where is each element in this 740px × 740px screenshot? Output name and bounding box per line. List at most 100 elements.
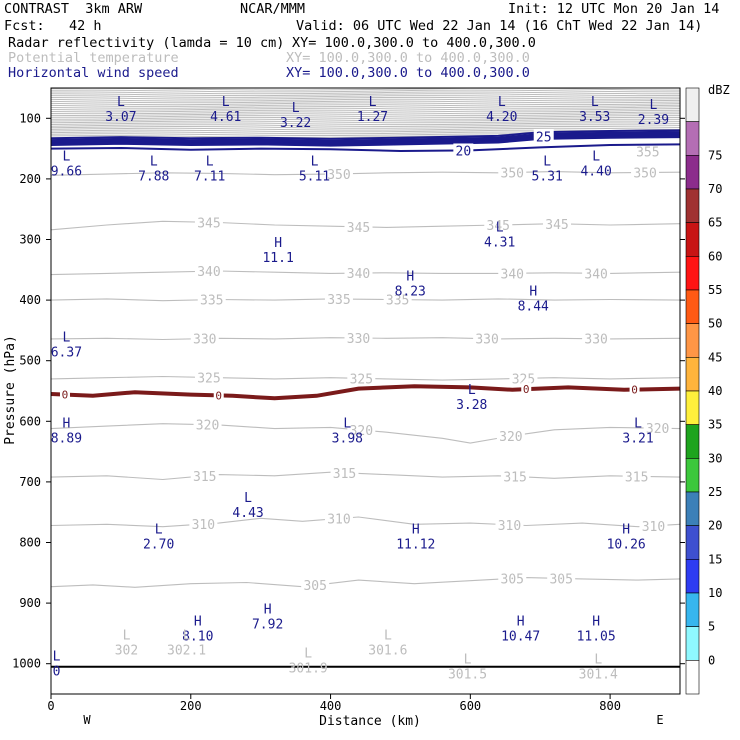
high-marker: H [274,236,282,251]
y-tick-label: 400 [19,293,41,307]
theta-contour-335 [51,298,680,302]
theta-contour-label: 320 [646,422,669,437]
theta-label-bg [473,331,502,345]
colorbar-level: 15 [708,552,722,566]
upper-theta-line [51,102,680,106]
theta-contour-320 [51,423,680,444]
colorbar-swatch [685,222,700,257]
extremum-value: 9.66 [51,165,82,180]
theta-label-bg [190,331,219,345]
colorbar-unit: dBZ [708,83,730,97]
theta-contour-label: 350 [501,167,524,182]
low-marker: L [343,416,351,431]
colorbar-swatch [685,626,700,661]
theta-contour-label: 330 [584,333,607,348]
low-marker: L [498,95,506,110]
low-marker: L [634,416,642,431]
wind-label-bg [453,143,474,157]
upper-theta-line [51,124,680,128]
theta-contour-label: 315 [625,470,648,485]
theta-contour-label: 330 [193,333,216,348]
high-marker: H [412,522,420,537]
x-tick-label: 0 [47,699,54,713]
colorbar-level: 35 [708,418,722,432]
theta-contour-label: 315 [193,470,216,485]
upper-theta-line [51,104,680,108]
colorbar-swatch [685,458,700,493]
low-marker: L [53,650,61,665]
colorbar-level: 45 [708,350,722,364]
colorbar-level: 70 [708,182,722,196]
colorbar-swatch [685,390,700,425]
high-marker: H [517,615,525,630]
colorbar-level: 50 [708,317,722,331]
zero-wind-label: 0 [215,389,222,402]
extremum-value: 3.98 [332,431,363,446]
theta-contour-label: 340 [347,267,370,282]
low-marker: L [496,221,504,236]
wind-jet-line [51,132,680,143]
low-marker: L [543,155,551,170]
colorbar-swatch [685,155,700,190]
theta-contour-label: 345 [347,221,370,236]
extremum-value: 302 [115,643,138,658]
low-marker: L [150,155,158,170]
extremum-value: 7.92 [252,617,283,632]
theta-label-bg [330,465,359,479]
theta-label-bg [189,517,218,531]
upper-theta-line [51,88,680,91]
colorbar-swatch [685,87,700,122]
valid-time: Valid: 06 UTC Wed 22 Jan 14 (16 ChT Wed … [296,18,703,34]
theta-label-bg [582,331,611,345]
field-wind: Horizontal wind speed [8,65,179,81]
theta-label-bg [344,219,373,233]
theta-label-bg [495,517,524,531]
low-marker: L [594,653,602,668]
theta-contour-label: 305 [549,572,572,587]
low-marker: L [369,95,377,110]
y-axis-label: Pressure (hPa) [3,335,18,445]
colorbar-level: 0 [708,653,715,667]
init-time: Init: 12 UTC Mon 20 Jan 14 [508,1,720,17]
y-tick-label: 100 [19,111,41,125]
wind-label-bg [533,129,554,143]
colorbar-swatch [685,525,700,560]
colorbar-level: 10 [708,586,722,600]
extremum-value: 302.1 [167,643,206,658]
theta-contour-label: 310 [498,519,521,534]
colorbar-level: 40 [708,384,722,398]
colorbar-level: 55 [708,283,722,297]
theta-label-bg [347,423,376,437]
theta-label-bg [383,292,412,306]
theta-label-bg [194,264,223,278]
theta-label-bg [194,370,223,384]
x-tick-label: 800 [599,699,621,713]
theta-contour-label: 340 [501,267,524,282]
x-end-east: E [656,713,663,727]
extremum-value: 8.23 [395,285,426,300]
colorbar-swatch [685,424,700,459]
zero-wind-label: 0 [523,383,530,396]
wind-jet-line [51,134,680,146]
theta-contour-label: 325 [350,372,373,387]
theta-label-bg [324,166,353,180]
x-tick-label: 400 [320,699,342,713]
theta-label-bg [344,266,373,280]
extremum-value: 7.11 [194,170,225,185]
extremum-value: 11.05 [577,630,616,645]
extremum-value: 7.88 [138,170,169,185]
y-tick-label: 300 [19,233,41,247]
low-marker: L [206,155,214,170]
colorbar-swatch [685,323,700,358]
high-marker: H [264,602,272,617]
theta-label-bg [324,291,353,305]
colorbar-swatch [685,559,700,594]
theta-contour-label: 340 [197,265,220,280]
low-marker: L [650,98,658,113]
theta-label-bg [509,371,538,385]
theta-label-bg [643,421,672,435]
upper-theta-line [51,115,680,118]
theta-label-bg [194,215,223,229]
theta-contour-label: 310 [642,520,665,535]
extremum-value: 2.70 [143,537,174,552]
